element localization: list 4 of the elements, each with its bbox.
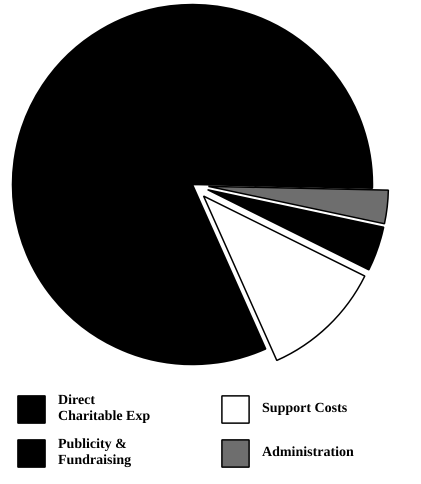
legend-label: Administration [262,444,355,462]
legend-label: Publicity & Fundraising [58,436,132,470]
legend-label: Support Costs [262,400,348,418]
legend-label: Direct Charitable Exp [58,392,152,426]
